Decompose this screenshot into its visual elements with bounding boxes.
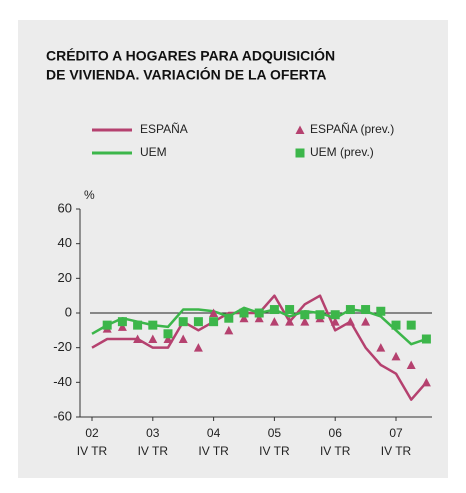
x-tick-label: IV TR [259,444,290,458]
x-tick-label: 02 [85,426,99,440]
series-marker [254,308,264,318]
legend-label: ESPAÑA [140,122,188,136]
x-tick-label: IV TR [381,444,412,458]
series-marker [239,313,249,323]
y-tick-label: 20 [58,270,72,285]
legend-label: ESPAÑA (prev.) [310,122,394,136]
series-marker [300,310,310,320]
series-marker [300,317,310,326]
series-marker [224,325,234,335]
series-marker [209,317,219,327]
series-marker [193,343,203,352]
series-marker [239,308,249,318]
series-marker [345,305,355,315]
legend-swatch [295,148,305,158]
series-marker [391,351,401,361]
y-tick-label: 40 [58,235,72,250]
x-tick-label: 04 [207,426,221,440]
x-tick-label: IV TR [198,444,229,458]
x-tick-label: IV TR [138,444,169,458]
series-marker [315,310,325,320]
series-marker [209,308,219,317]
series-marker [345,317,355,326]
x-tick-label: 07 [389,426,403,440]
legend-label: UEM (prev.) [310,145,374,159]
x-tick-label: IV TR [77,444,108,458]
chart-title: DE VIVIENDA. VARIACIÓN DE LA OFERTA [46,66,327,83]
series-marker [193,317,203,327]
y-tick-label: -40 [53,374,72,389]
x-tick-label: 03 [146,426,160,440]
x-tick-label: 06 [329,426,343,440]
y-tick-label: 60 [58,200,72,215]
y-tick-label: -60 [53,408,72,423]
series-marker [178,317,188,327]
x-tick-label: IV TR [320,444,351,458]
series-marker [117,317,127,327]
series-marker [330,310,340,320]
series-marker [406,360,416,369]
y-unit: % [84,188,95,202]
series-marker [376,343,386,352]
series-marker [178,334,188,343]
series-marker [133,334,143,343]
series-marker [133,320,143,330]
series-marker [163,329,173,339]
x-tick-label: 05 [268,426,282,440]
series-marker [269,305,279,315]
series-marker [406,320,416,330]
series-marker [376,306,386,316]
series-marker [148,320,158,330]
series-marker [285,305,295,315]
series-marker [330,317,340,326]
y-tick-label: -20 [53,339,72,354]
series-marker [254,313,264,323]
series-marker [117,322,127,331]
series-marker [224,313,234,323]
series-marker [421,377,431,387]
series-marker [391,320,401,330]
series-marker [285,317,295,326]
legend-swatch [295,125,305,134]
series-marker [361,317,371,326]
series-marker [269,317,279,326]
y-tick-label: 0 [65,304,72,319]
chart-title: CRÉDITO A HOGARES PARA ADQUISICIÓN [46,47,335,64]
series-marker [148,334,158,343]
panel [18,20,448,478]
series-marker [361,305,371,315]
legend-label: UEM [140,145,167,159]
series-marker [102,320,112,330]
series-marker [421,334,431,344]
series-marker [163,334,173,343]
